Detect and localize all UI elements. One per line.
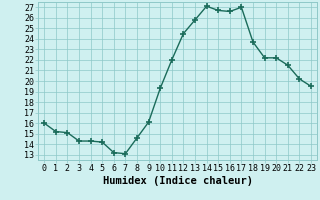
X-axis label: Humidex (Indice chaleur): Humidex (Indice chaleur) <box>103 176 252 186</box>
